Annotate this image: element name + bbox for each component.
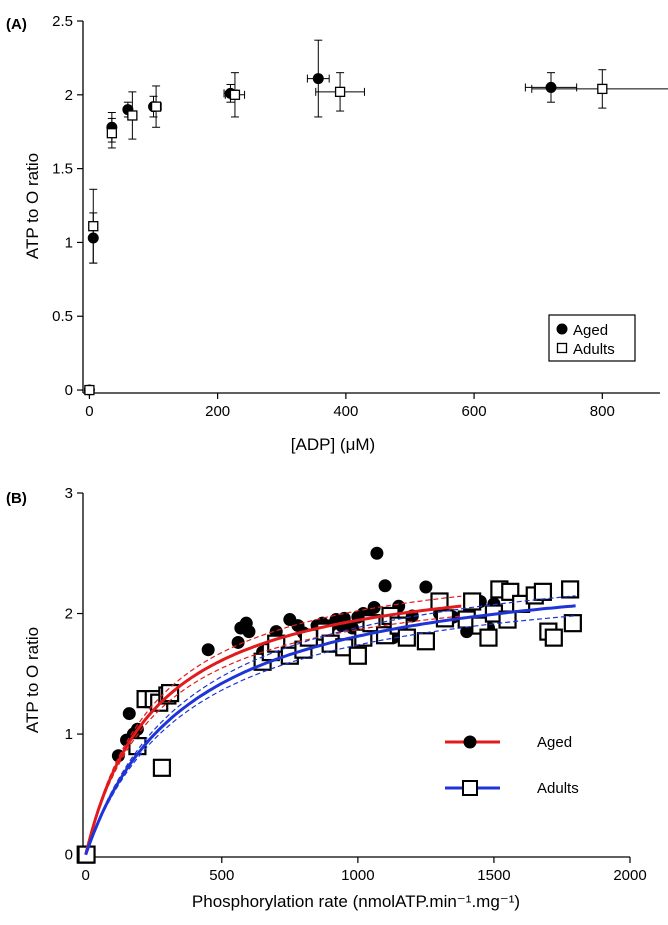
panel-a-y-tick-label: 2.5 [52,13,73,30]
panel-b-y-tick-label: 1 [65,726,73,743]
panel-b-legend-label-aged: Aged [537,734,572,751]
panel-a-legend-marker-adults [556,342,568,354]
panel-a-y-tick-label: 0.5 [52,308,73,325]
adults-point [106,128,117,139]
panel-b-label: (B) [6,490,27,507]
panel-a-legend-label-adults: Adults [573,341,615,358]
panel-b-y-tick-label: 2 [65,606,73,623]
adults-point [397,628,416,647]
adults-point [416,632,435,651]
panel-b-x-tick-label: 0 [82,867,90,884]
aged-lower-band [85,615,462,855]
panel-a-y-tick-label: 1.5 [52,161,73,178]
adults-lower-band [85,615,576,855]
adults-point [348,646,367,665]
panel-b-x-tick-label: 1000 [341,867,374,884]
aged-point [122,707,136,721]
aged-point [378,579,392,593]
panel-b: (B) Phosphorylation rate (nmolATP.min⁻¹.… [6,485,647,911]
panel-b-y-tick-label: 0 [65,847,73,864]
panel-a-y-tick-label: 0 [65,382,73,399]
aged-point [312,73,324,85]
adults-point [334,86,346,98]
panel-a-x-tick-label: 800 [590,403,615,420]
panel-a-x-tick-label: 0 [85,403,93,420]
aged-point [370,546,384,560]
panel-a-legend-label-aged: Aged [573,322,608,339]
panel-a-y-tick-label: 2 [65,87,73,104]
panel-a-y-axis-label: ATP to O ratio [23,153,42,259]
panel-b-y-axis-label: ATP to O ratio [23,627,42,733]
aged-upper-band [85,595,462,855]
adults-point [463,592,482,611]
adults-point [563,614,582,633]
adults-fit-line [84,604,576,856]
panel-a-legend-box [548,314,636,362]
adults-upper-band [85,595,576,855]
aged-point [231,635,245,649]
panel-a-legend-marker-aged [556,323,568,335]
adults-point [88,221,99,232]
adults-point [479,628,498,647]
panel-a-plot: 0 200 400 600 800 0 0.5 1 1.5 2 2.5 Aged Adults [52,13,668,420]
panel-a-x-axis-label: [ADP] (μM) [291,435,375,454]
panel-b-x-axis-label: Phosphorylation rate (nmolATP.min⁻¹.mg⁻¹… [192,892,520,911]
panel-b-x-tick-label: 2000 [613,867,646,884]
adults-point [533,582,553,601]
adults-point [127,110,138,121]
aged-fit-line [84,604,462,855]
panel-a-x-tick-label: 200 [205,403,230,420]
aged-point [545,81,557,93]
adults-point [84,384,95,396]
panel-a-x-tick-label: 400 [333,403,358,420]
panel-b-x-tick-label: 500 [209,867,234,884]
panel-b-legend-label-adults: Adults [537,780,579,797]
adults-point [152,758,172,777]
adults-point [150,101,162,112]
adults-point [597,83,608,95]
panel-b-y-tick-label: 3 [65,485,73,502]
aged-point [201,643,215,657]
panel-b-x-tick-label: 1500 [477,867,510,884]
adults-point [561,580,580,599]
adults-point [229,89,241,100]
panel-b-legend: Aged Adults [445,734,579,797]
panel-a-label: (A) [6,16,27,33]
panel-a-x-tick-label: 600 [462,403,487,420]
panel-b-plot: 0 500 1000 1500 2000 0 1 2 3 Aged Adults [65,485,647,884]
adults-point [544,628,563,647]
aged-point [242,625,256,639]
panel-b-legend-marker-adults [462,780,478,796]
panel-b-legend-marker-aged [463,735,477,749]
panel-a-y-tick-label: 1 [65,234,73,251]
aged-point [419,580,433,594]
panel-a-legend: Aged Adults [548,314,636,362]
panel-a: (A) [ADP] (μM) ATP to O ratio 0 200 400 600… [6,13,668,454]
